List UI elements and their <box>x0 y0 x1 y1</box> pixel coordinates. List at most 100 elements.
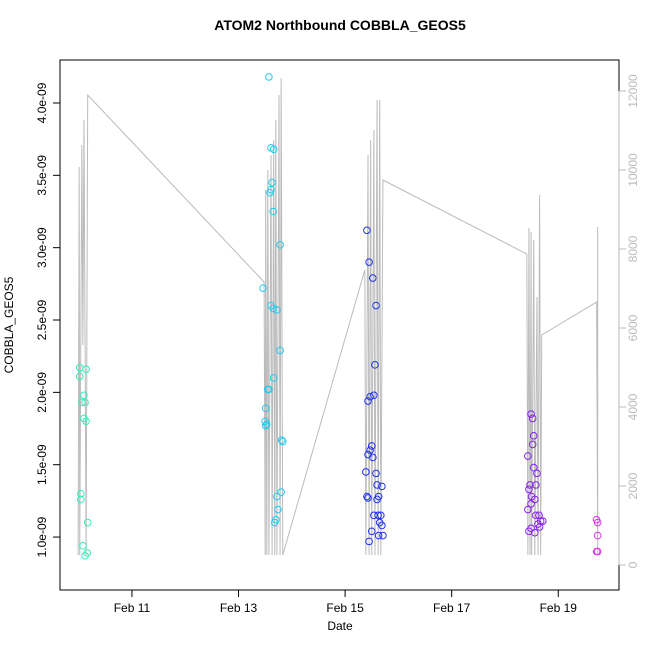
point <box>369 274 377 282</box>
point <box>364 494 372 502</box>
point <box>276 240 284 249</box>
point <box>268 178 276 187</box>
point <box>76 495 85 504</box>
point <box>373 481 381 489</box>
point <box>269 145 278 154</box>
point <box>270 518 279 527</box>
point <box>593 547 602 556</box>
y2-tick-label: 6000 <box>626 314 640 341</box>
y2-tick-label: 2000 <box>626 472 640 499</box>
point <box>374 511 382 520</box>
y-tick-label: 2.0e-09 <box>35 372 49 413</box>
point <box>376 511 385 520</box>
point <box>373 495 381 504</box>
point <box>528 414 537 423</box>
point <box>524 452 532 460</box>
y-tick-label: 3.5e-09 <box>35 155 49 196</box>
point <box>82 365 90 374</box>
point <box>370 391 378 400</box>
point <box>374 531 383 540</box>
point <box>78 398 86 407</box>
point <box>367 527 376 536</box>
point <box>372 301 380 310</box>
x-tick-label: Feb 13 <box>220 601 258 615</box>
point <box>76 489 85 498</box>
point <box>276 346 284 355</box>
point <box>526 481 534 489</box>
point <box>365 537 373 546</box>
y-tick-label: 2.5e-09 <box>35 299 49 340</box>
point <box>273 306 281 314</box>
y2-tick-label: 4000 <box>626 393 640 420</box>
point <box>525 485 533 494</box>
point <box>369 453 377 462</box>
point <box>527 499 535 508</box>
y-axis-label: COBBLA_GEOS5 <box>2 276 16 373</box>
x-tick-label: Feb 19 <box>540 601 578 615</box>
point <box>75 372 84 381</box>
point <box>269 304 277 313</box>
altitude-line <box>77 78 599 556</box>
point <box>371 361 379 369</box>
x-tick-label: Feb 15 <box>326 601 364 615</box>
y-tick-label: 4.0e-09 <box>35 82 49 123</box>
point <box>533 469 541 478</box>
chart-title: ATOM2 Northbound COBBLA_GEOS5 <box>214 17 466 33</box>
point <box>593 531 602 540</box>
point <box>269 207 277 216</box>
point <box>273 492 281 501</box>
point <box>529 431 538 440</box>
point <box>363 226 371 235</box>
point <box>593 518 602 527</box>
point <box>265 73 273 81</box>
x-tick-label: Feb 11 <box>114 601 151 615</box>
point <box>277 436 286 444</box>
point <box>367 442 376 450</box>
point <box>379 531 387 540</box>
point <box>278 437 287 446</box>
point <box>378 482 386 491</box>
point <box>372 469 380 478</box>
point <box>274 505 282 514</box>
point <box>262 420 271 428</box>
y2-tick-label: 10000 <box>626 153 640 187</box>
point <box>365 258 373 266</box>
point <box>538 517 547 525</box>
y-tick-label: 3.0e-09 <box>35 227 49 268</box>
point <box>82 417 90 426</box>
x-axis-label: Date <box>327 619 353 633</box>
point <box>81 398 89 407</box>
point <box>366 446 374 455</box>
point <box>532 511 540 520</box>
x-tick-label: Feb 17 <box>433 601 471 615</box>
point <box>366 392 374 401</box>
point <box>527 410 535 418</box>
y2-tick-label: 0 <box>626 561 640 568</box>
point <box>524 505 532 514</box>
point <box>269 374 278 382</box>
point <box>83 549 91 557</box>
point <box>535 523 544 531</box>
point <box>363 492 371 501</box>
point <box>531 528 539 537</box>
point <box>531 495 539 504</box>
y2-tick-label: 8000 <box>626 235 640 262</box>
point <box>532 481 540 489</box>
point <box>259 284 267 292</box>
point <box>266 188 274 197</box>
point <box>79 541 87 550</box>
point <box>264 385 272 394</box>
point <box>80 391 88 400</box>
y2-tick-label: 12000 <box>626 74 640 108</box>
y-tick-label: 1.0e-09 <box>35 516 49 557</box>
point <box>529 463 538 472</box>
y-tick-label: 1.5e-09 <box>35 444 49 485</box>
point <box>528 440 537 449</box>
point <box>364 397 372 405</box>
point <box>83 518 92 527</box>
point <box>362 468 370 476</box>
point <box>378 521 386 530</box>
point <box>277 488 285 496</box>
point <box>261 404 270 413</box>
